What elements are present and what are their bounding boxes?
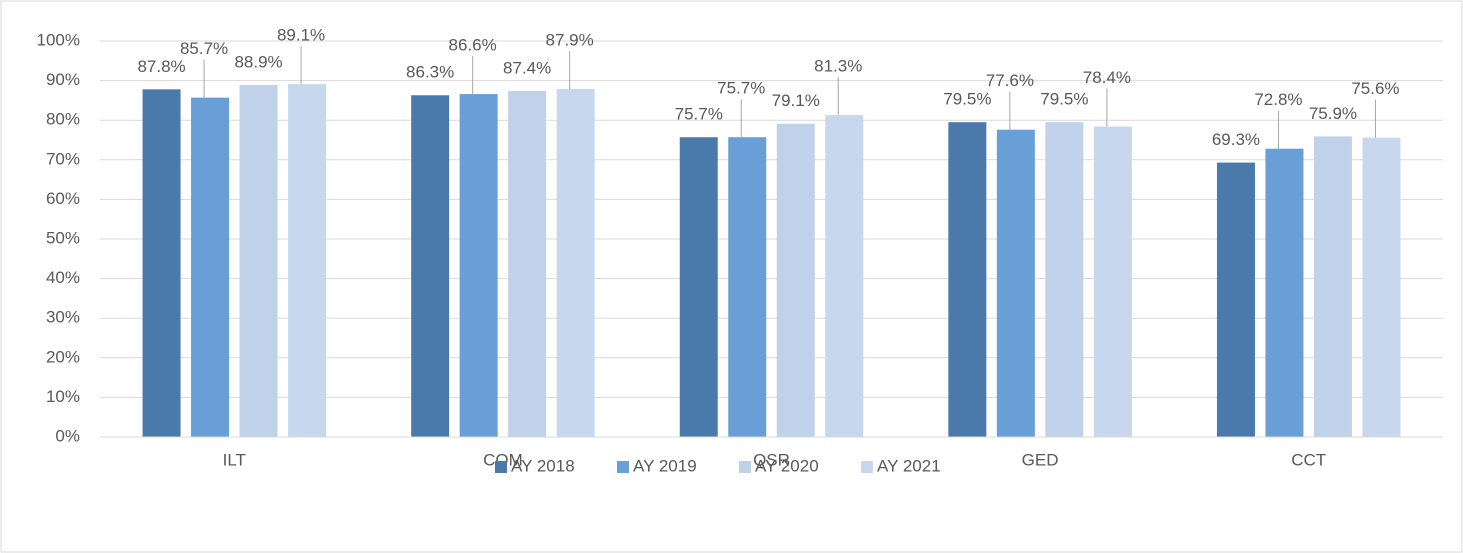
bar: [288, 84, 327, 437]
data-label: 77.6%: [986, 71, 1034, 90]
x-tick-label: QSR: [753, 450, 790, 469]
bar: [142, 89, 181, 437]
legend-label: AY 2021: [877, 456, 941, 475]
data-label: 69.3%: [1212, 130, 1260, 149]
data-label: 79.5%: [1040, 90, 1088, 109]
bar: [1313, 136, 1352, 437]
data-label: 81.3%: [814, 57, 862, 76]
bar: [556, 88, 595, 437]
y-tick-label: 40%: [46, 268, 80, 287]
data-label: 78.4%: [1083, 68, 1131, 87]
bar: [825, 115, 864, 437]
bar: [996, 129, 1035, 438]
bar: [776, 123, 815, 437]
data-label: 79.5%: [943, 90, 991, 109]
legend-label: AY 2018: [511, 456, 575, 475]
y-tick-label: 80%: [46, 110, 80, 129]
data-label: 75.7%: [717, 79, 765, 98]
bar: [239, 84, 278, 438]
bar: [459, 94, 498, 438]
data-label: 75.9%: [1309, 104, 1357, 123]
y-tick-label: 60%: [46, 189, 80, 208]
data-label: 88.9%: [234, 52, 282, 71]
data-label: 75.6%: [1351, 79, 1399, 98]
bar: [1093, 126, 1132, 437]
legend-swatch: [495, 461, 507, 473]
bar: [508, 90, 547, 437]
y-tick-label: 10%: [46, 387, 80, 406]
y-tick-label: 50%: [46, 228, 80, 247]
data-label: 75.7%: [675, 105, 723, 124]
legend-swatch: [739, 461, 751, 473]
data-label: 86.6%: [449, 36, 497, 55]
data-label: 79.1%: [772, 91, 820, 110]
data-label: 87.8%: [137, 57, 185, 76]
data-label: 72.8%: [1254, 90, 1302, 109]
bar: [1216, 162, 1255, 437]
bar: [1362, 137, 1401, 437]
legend-swatch: [617, 461, 629, 473]
data-label: 89.1%: [277, 26, 325, 45]
data-label: 86.3%: [406, 63, 454, 82]
bar: [191, 97, 230, 438]
y-tick-label: 100%: [37, 30, 80, 49]
bar: [1265, 148, 1304, 437]
y-tick-label: 20%: [46, 347, 80, 366]
x-tick-label: CCT: [1291, 450, 1326, 469]
x-tick-label: GED: [1022, 450, 1059, 469]
y-tick-label: 90%: [46, 70, 80, 89]
data-label: 87.4%: [503, 58, 551, 77]
legend-label: AY 2019: [633, 456, 697, 475]
legend-label: AY 2020: [755, 456, 819, 475]
bar: [948, 122, 987, 438]
bar: [679, 137, 718, 437]
x-tick-label: COM: [483, 450, 523, 469]
y-tick-label: 30%: [46, 308, 80, 327]
y-tick-label: 70%: [46, 149, 80, 168]
x-tick-label: ILT: [223, 450, 246, 469]
legend-swatch: [861, 461, 873, 473]
y-tick-label: 0%: [55, 426, 80, 445]
bar: [1045, 122, 1084, 438]
bar: [411, 95, 450, 437]
data-label: 87.9%: [546, 30, 594, 49]
bar: [728, 137, 767, 437]
data-label: 85.7%: [180, 39, 228, 58]
